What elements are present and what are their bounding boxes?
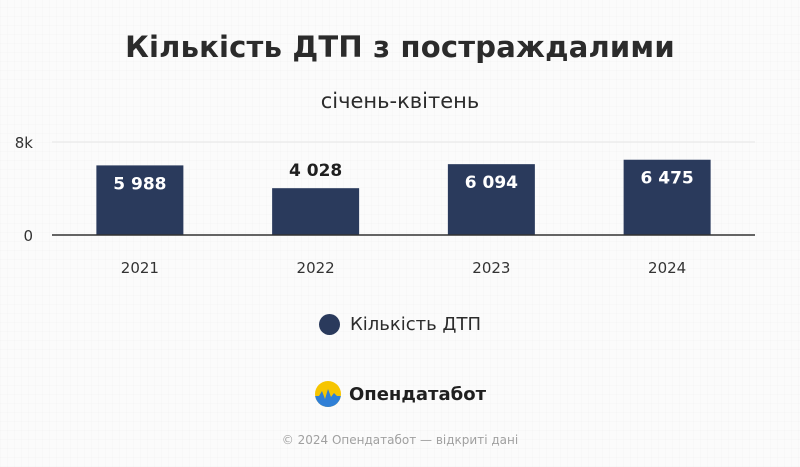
footer-copyright: © 2024 Опендатабот — відкриті дані [281, 433, 519, 447]
opendatabot-logo-text: Опендатабот [348, 383, 486, 405]
y-tick-label: 0 [23, 227, 33, 245]
bar [447, 164, 535, 235]
opendatabot-logo: Опендатабот [0, 380, 800, 408]
legend-label: Кількість ДТП [349, 314, 482, 335]
y-tick-label: 8k [15, 134, 34, 152]
opendatabot-logo-icon [314, 381, 341, 407]
bar-chart: 0 8k 5 988 2021 4 028 2022 6 094 2023 6 475 2024 [15, 134, 755, 277]
bar [623, 159, 711, 235]
x-tick-label: 2024 [648, 259, 686, 277]
data-label: 6 094 [465, 173, 518, 193]
bar [272, 188, 360, 235]
chart-legend: Кількість ДТП [0, 314, 800, 335]
data-label: 6 475 [641, 169, 694, 189]
x-tick-label: 2022 [297, 259, 335, 277]
bar [96, 165, 184, 235]
chart-subtitle: січень-квітень [320, 89, 480, 113]
data-label: 5 988 [113, 174, 166, 194]
data-label: 4 028 [289, 161, 342, 181]
x-tick-label: 2021 [121, 259, 159, 277]
chart-title: Кількість ДТП з постраждалими [125, 30, 675, 64]
x-tick-label: 2023 [472, 259, 510, 277]
legend-swatch [318, 314, 340, 335]
